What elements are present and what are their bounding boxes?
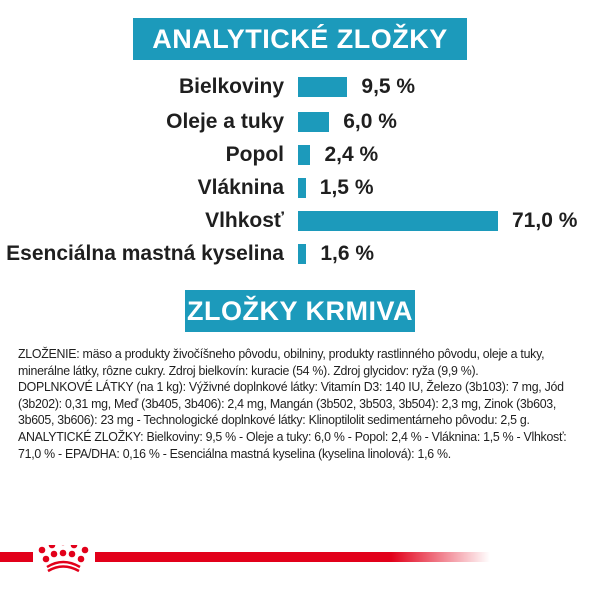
nutrient-bar <box>298 145 311 165</box>
nutrient-value: 2,4 % <box>324 143 379 166</box>
composition-paragraph: ZLOŽENIE: mäso a produkty živočíšneho pô… <box>18 346 545 378</box>
nutrient-bar <box>298 178 306 198</box>
additives-paragraph: DOPLNKOVÉ LÁTKY (na 1 kg): Výživné dopln… <box>18 379 564 428</box>
nutrient-value: 1,6 % <box>320 242 375 265</box>
analytic-paragraph: ANALYTICKÉ ZLOŽKY: Bielkoviny: 9,5 % - O… <box>18 428 567 461</box>
nutrient-bar <box>298 112 330 132</box>
nutrient-value: 9,5 % <box>361 75 416 98</box>
analytic-header: ANALYTICKÉ ZLOŽKY <box>133 18 467 60</box>
nutrient-label: Esenciálna mastná kyselina <box>6 242 284 265</box>
nutrient-label: Bielkoviny <box>178 75 284 98</box>
royal-canin-logo <box>0 545 490 573</box>
nutrient-row: Popol 2,4 % <box>0 142 600 168</box>
nutrient-bar <box>298 211 498 231</box>
nutrient-row: Esenciálna mastná kyselina 1,6 % <box>0 241 600 267</box>
composition-header: ZLOŽKY KRMIVA <box>185 290 415 332</box>
nutrient-label: Vláknina <box>197 176 284 199</box>
nutrient-label: Oleje a tuky <box>166 110 284 133</box>
nutrient-row: Vlhkosť 71,0 % <box>0 208 600 234</box>
nutrient-label: Popol <box>225 143 284 166</box>
nutrient-bar <box>298 244 307 264</box>
nutrient-row: Oleje a tuky 6,0 % <box>0 109 600 135</box>
nutrient-value: 1,5 % <box>319 176 374 199</box>
nutrient-value: 71,0 % <box>512 209 578 232</box>
nutrient-bar <box>298 77 348 97</box>
nutrient-row: Bielkoviny 9,5 % <box>0 74 600 100</box>
nutrient-value: 6,0 % <box>343 110 397 133</box>
crown-icon <box>38 545 89 573</box>
nutrient-label: Vlhkosť <box>205 209 284 232</box>
nutrient-row: Vláknina 1,5 % <box>0 175 600 201</box>
composition-text: ZLOŽENIE: mäso a produkty živočíšneho pô… <box>18 346 585 462</box>
